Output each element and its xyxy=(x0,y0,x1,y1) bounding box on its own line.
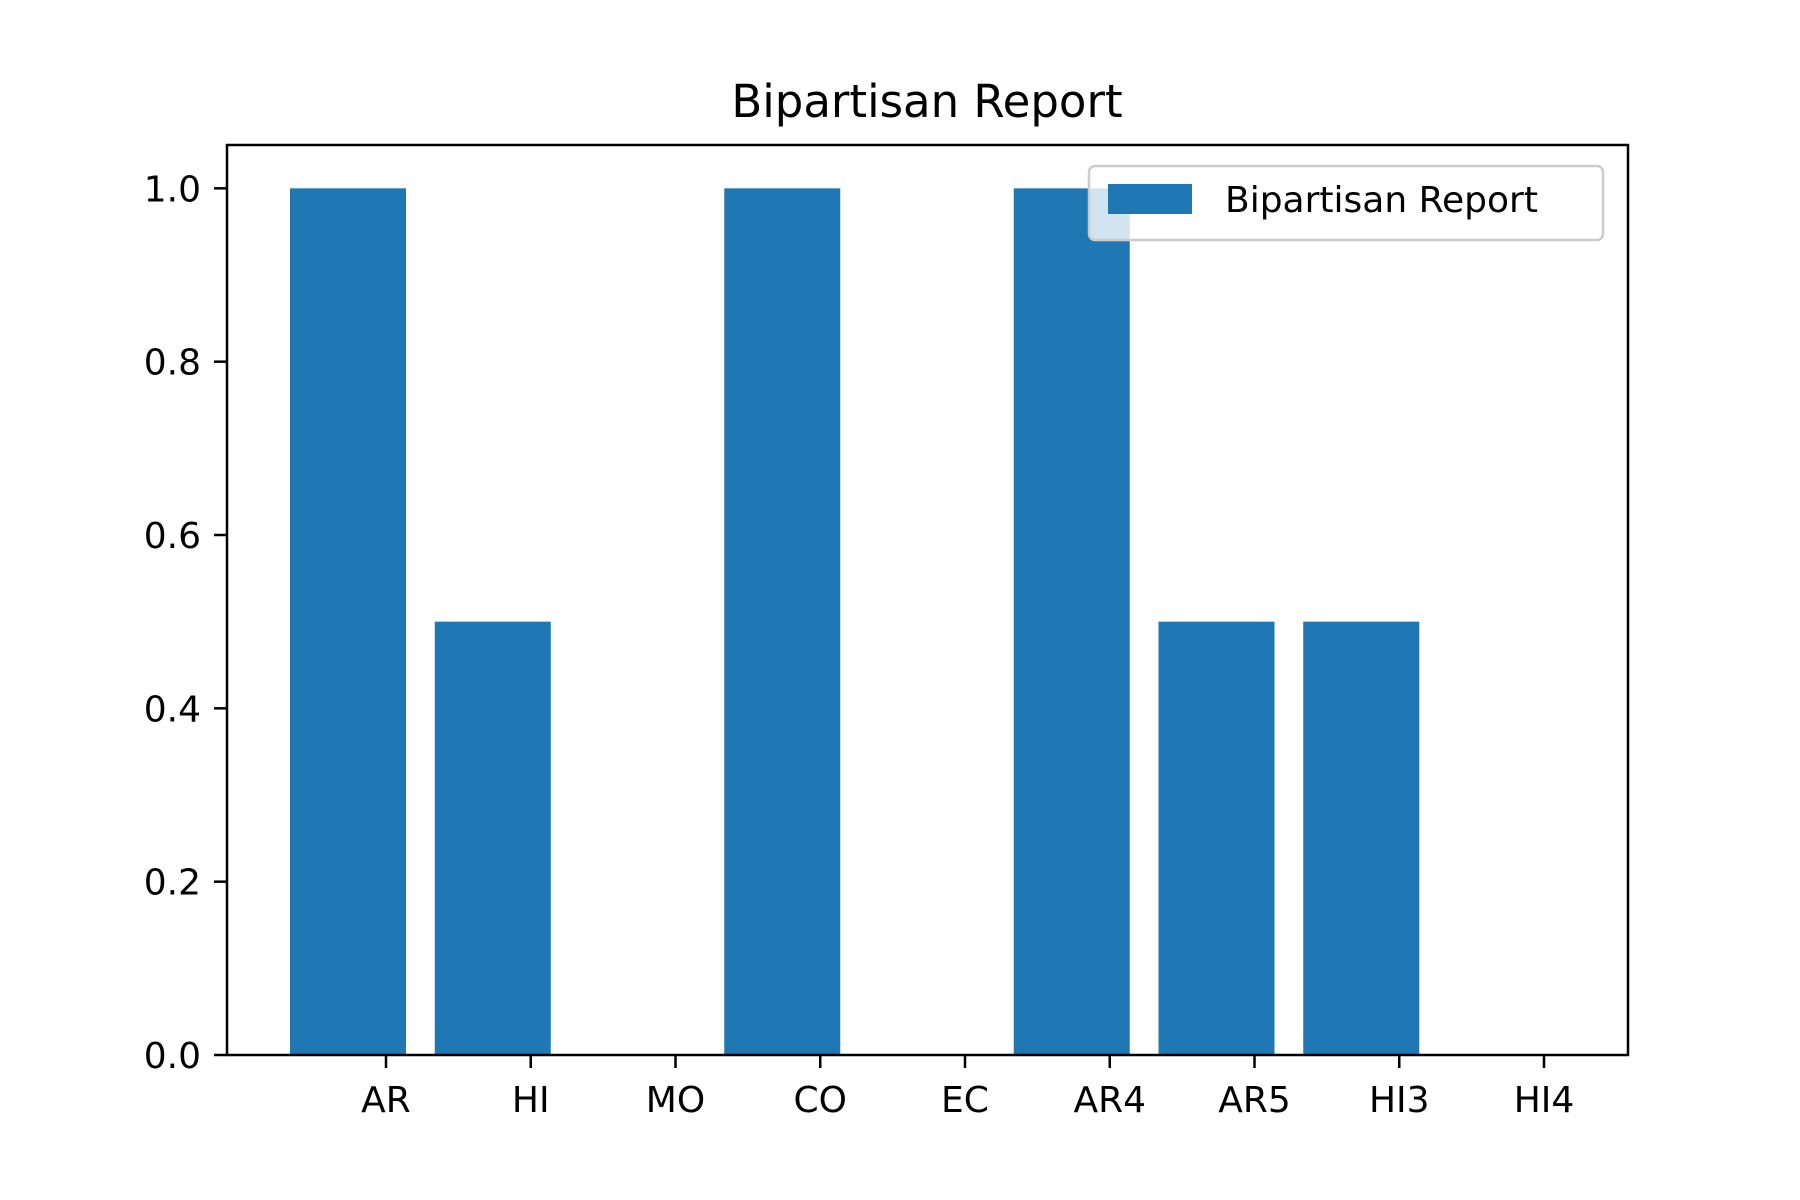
x-tick-label: AR xyxy=(361,1080,411,1121)
bar xyxy=(724,188,841,1056)
x-tick-label: HI xyxy=(512,1080,550,1121)
y-tick-label: 1.0 xyxy=(144,169,201,210)
x-tick-label: EC xyxy=(941,1080,989,1121)
x-tick-label: AR4 xyxy=(1073,1080,1146,1121)
y-tick-label: 0.8 xyxy=(144,343,201,384)
legend-frame xyxy=(1087,164,1605,242)
bar xyxy=(290,188,406,1056)
y-tick-label: 0.4 xyxy=(144,689,201,730)
x-tick-label: HI3 xyxy=(1369,1080,1430,1121)
y-tick-label: 0.2 xyxy=(144,863,201,904)
bar xyxy=(1158,621,1275,1055)
x-tick-label: MO xyxy=(646,1080,705,1121)
x-tick-label: AR5 xyxy=(1218,1080,1291,1121)
legend-swatch xyxy=(1108,184,1192,214)
y-tick-label: 0.6 xyxy=(144,516,201,557)
bar xyxy=(434,621,551,1055)
legend-label: Bipartisan Report xyxy=(1225,180,1538,221)
bar xyxy=(1013,188,1130,1056)
chart-title: Bipartisan Report xyxy=(731,75,1122,128)
x-tick-label: HI4 xyxy=(1514,1080,1575,1121)
plot-area: 0.0 0.2 0.4 0.6 0.8 1.0 AR HI MO CO EC AR4 AR5 HI3 HI4 xyxy=(144,143,1630,1121)
x-tick-label: CO xyxy=(794,1080,847,1121)
bar xyxy=(1303,621,1420,1055)
legend: Bipartisan Report xyxy=(1087,164,1605,242)
plot-frame xyxy=(225,143,1630,1057)
y-tick-label: 0.0 xyxy=(144,1036,201,1077)
